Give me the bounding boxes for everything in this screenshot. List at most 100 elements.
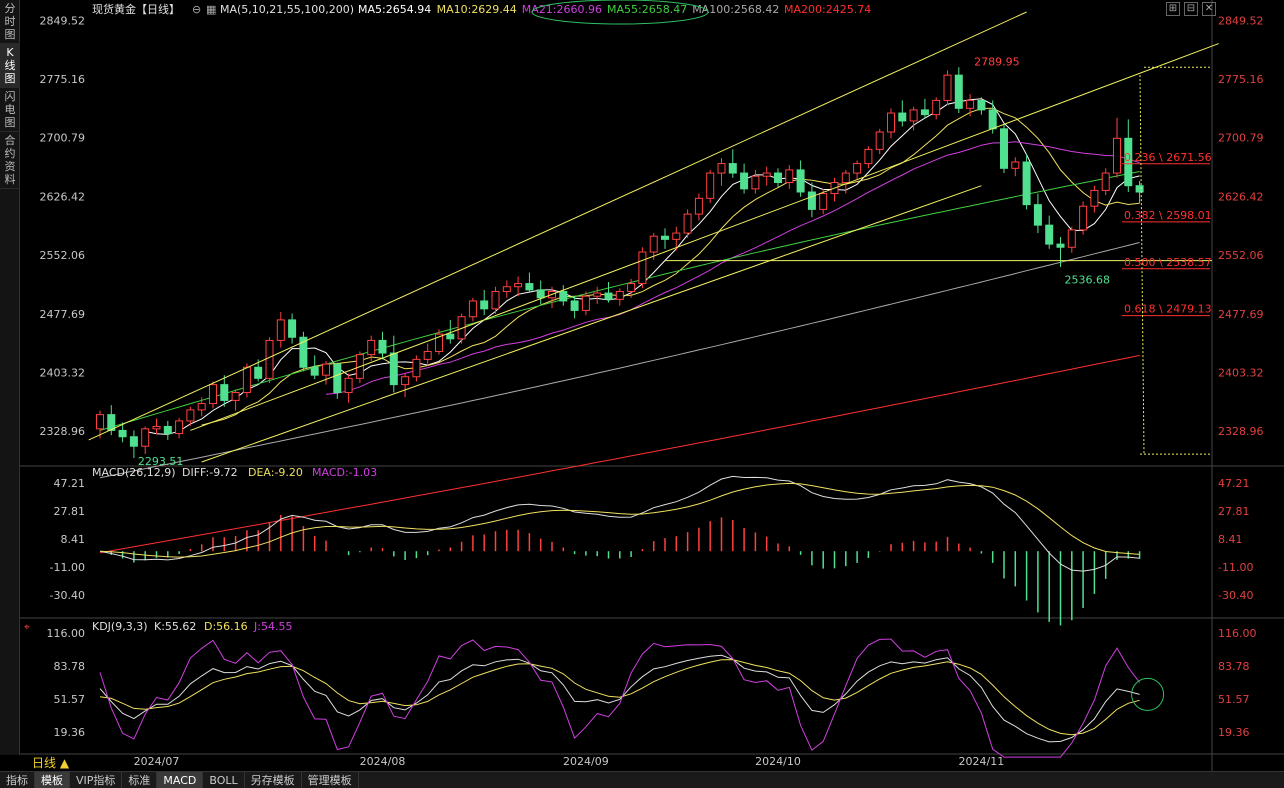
window-tool-1[interactable]: ⊟ bbox=[1184, 2, 1198, 16]
left-tab-0[interactable]: 分时图 bbox=[0, 0, 20, 44]
candle-body bbox=[276, 319, 285, 341]
candle-body bbox=[118, 429, 127, 438]
bottom-tab-2[interactable]: VIP指标 bbox=[70, 772, 123, 788]
candle-body bbox=[1067, 229, 1076, 248]
left-tab-2[interactable]: 闪电图 bbox=[0, 88, 20, 132]
candle-body bbox=[536, 289, 545, 299]
candle-body bbox=[389, 352, 398, 386]
candle-body bbox=[864, 148, 873, 165]
kdj-ytick-right-3: 19.36 bbox=[1218, 726, 1250, 739]
candle-body bbox=[197, 403, 206, 411]
candle-body bbox=[468, 300, 477, 318]
candle-body bbox=[559, 290, 568, 302]
candle-body bbox=[751, 175, 760, 190]
macd-macd: MACD:-1.03 bbox=[312, 466, 377, 479]
candle-body bbox=[627, 283, 636, 292]
ma55-line bbox=[99, 171, 1140, 431]
candle-body bbox=[446, 333, 455, 340]
candles-group bbox=[96, 67, 1144, 459]
candle-body bbox=[570, 300, 579, 311]
bottom-tab-7[interactable]: 管理模板 bbox=[302, 772, 359, 788]
candle-body bbox=[231, 392, 240, 401]
candle-body bbox=[1090, 189, 1099, 207]
annotation-low-2: 2536.68 bbox=[1065, 273, 1111, 286]
candle-body bbox=[367, 339, 376, 356]
candle-body bbox=[163, 425, 172, 435]
trend-line-2 bbox=[190, 43, 1219, 431]
candle-body bbox=[774, 172, 782, 184]
kdj-k-line bbox=[99, 654, 1140, 743]
candle-body bbox=[412, 358, 421, 378]
bottom-tab-6[interactable]: 另存模板 bbox=[245, 772, 302, 788]
bottom-tab-3[interactable]: 标准 bbox=[122, 772, 158, 788]
macd-ytick-right-1: 27.81 bbox=[1218, 505, 1250, 518]
candle-body bbox=[288, 319, 297, 338]
bottom-tab-0[interactable]: 指标 bbox=[0, 772, 35, 788]
candle-body bbox=[977, 99, 986, 111]
candle-body bbox=[740, 172, 749, 190]
candle-body bbox=[966, 99, 975, 109]
annotation-high: 2789.95 bbox=[974, 55, 1020, 68]
price-ytick-left-1: 2775.16 bbox=[40, 73, 86, 86]
fib-vertical bbox=[1139, 75, 1145, 455]
candle-body bbox=[107, 414, 116, 431]
bottom-tab-5[interactable]: BOLL bbox=[203, 772, 245, 788]
candle-body bbox=[909, 109, 918, 122]
window-tool-0[interactable]: ⊞ bbox=[1166, 2, 1180, 16]
xtick-3: 2024/10 bbox=[755, 755, 801, 768]
candle-body bbox=[1079, 205, 1088, 231]
fib-label-2: 0.500 \ 2538.57 bbox=[1124, 256, 1212, 269]
candle-body bbox=[943, 74, 952, 101]
candle-body bbox=[898, 112, 907, 122]
price-ytick-right-2: 2700.79 bbox=[1218, 132, 1264, 145]
candle-body bbox=[401, 376, 410, 386]
candle-body bbox=[344, 377, 353, 394]
left-tab-3[interactable]: 合约资料 bbox=[0, 132, 20, 189]
kdj-highlight-circle bbox=[1131, 677, 1165, 711]
macd-ytick-right-0: 47.21 bbox=[1218, 477, 1250, 490]
ma100-line bbox=[99, 242, 1140, 479]
macd-ytick-right-4: -30.40 bbox=[1218, 589, 1253, 602]
price-ytick-right-4: 2552.06 bbox=[1218, 249, 1264, 262]
candle-body bbox=[435, 333, 443, 352]
window-tool-2[interactable]: ✕ bbox=[1202, 2, 1216, 16]
kdj-ytick-right-2: 51.57 bbox=[1218, 693, 1250, 706]
fib-label-1: 0.382 \ 2598.01 bbox=[1124, 209, 1212, 222]
candle-body bbox=[785, 169, 794, 184]
kdj-d-line bbox=[99, 659, 1140, 736]
candle-body bbox=[457, 316, 466, 340]
candle-body bbox=[841, 172, 850, 184]
candle-body bbox=[988, 109, 997, 130]
kdj-ytick-left-0: 116.00 bbox=[47, 627, 86, 640]
candle-body bbox=[480, 300, 489, 310]
candle-body bbox=[1011, 161, 1020, 169]
candle-body bbox=[717, 163, 726, 174]
price-ytick-left-0: 2849.52 bbox=[40, 14, 86, 27]
candle-body bbox=[581, 295, 590, 311]
candle-body bbox=[491, 290, 500, 310]
header-collapse-icon: ⊖ bbox=[192, 3, 201, 16]
period-button[interactable]: 日线 ▲ bbox=[32, 756, 70, 770]
candle-body bbox=[887, 112, 895, 133]
candle-body bbox=[1113, 137, 1121, 174]
xtick-2: 2024/09 bbox=[563, 755, 609, 768]
kdj-name: KDJ(9,3,3) bbox=[92, 620, 148, 633]
candle-body bbox=[1056, 243, 1065, 248]
candle-body bbox=[152, 425, 161, 430]
price-ytick-right-1: 2775.16 bbox=[1218, 73, 1264, 86]
trend-line-1 bbox=[201, 185, 982, 463]
candle-body bbox=[1000, 128, 1008, 169]
price-ytick-left-4: 2552.06 bbox=[40, 249, 86, 262]
header-settings-icon: ▦ bbox=[206, 3, 216, 16]
kdj-ytick-right-1: 83.78 bbox=[1218, 660, 1250, 673]
header-ma-1: MA10:2629.44 bbox=[437, 3, 517, 16]
candle-body bbox=[209, 384, 217, 405]
bottom-tab-4[interactable]: MACD bbox=[157, 772, 204, 788]
macd-ytick-right-3: -11.00 bbox=[1218, 561, 1253, 574]
bottom-tab-1[interactable]: 模板 bbox=[35, 772, 70, 788]
kdj-k: K:55.62 bbox=[154, 620, 196, 633]
ma10-line bbox=[201, 107, 1140, 426]
candle-body bbox=[649, 235, 658, 253]
